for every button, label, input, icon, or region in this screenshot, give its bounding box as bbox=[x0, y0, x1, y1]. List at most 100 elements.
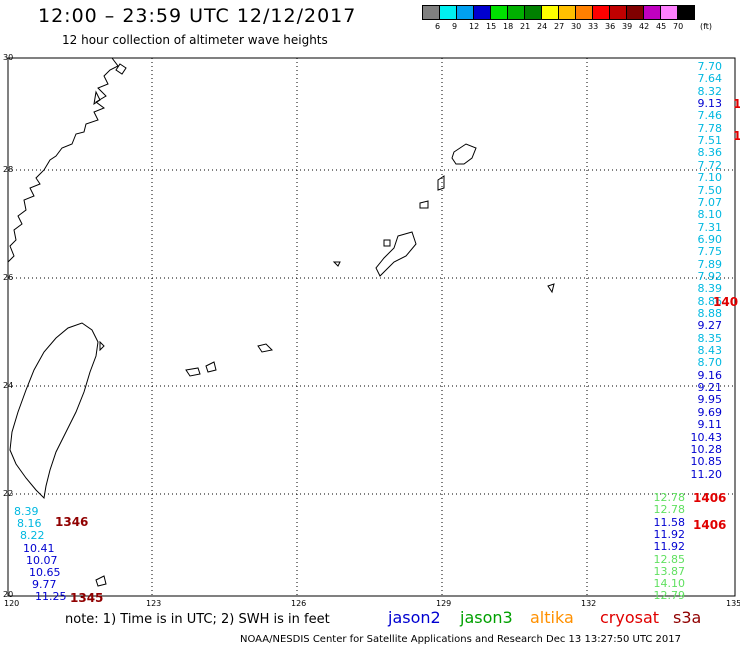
legend-label-18: 18 bbox=[503, 22, 514, 31]
legend-swatch-27 bbox=[558, 5, 575, 20]
legend-label-36: 36 bbox=[605, 22, 616, 31]
swh-value: 8.88 bbox=[697, 307, 723, 320]
swh-value: 12.78 bbox=[653, 503, 686, 517]
swh-value: 7.72 bbox=[697, 158, 723, 172]
lat-tick-30: 30 bbox=[3, 53, 14, 62]
legend-label-6: 6 bbox=[435, 22, 441, 31]
swh-value: 9.21 bbox=[697, 381, 723, 395]
pass-label-east-a: 1 bbox=[733, 97, 740, 111]
lat-tick-22: 22 bbox=[3, 489, 14, 498]
legend-label-9: 9 bbox=[452, 22, 458, 31]
swh-value: 8.39 bbox=[697, 282, 723, 296]
lat-tick-20: 20 bbox=[3, 590, 14, 599]
legend-swatch-36 bbox=[609, 5, 626, 20]
swh-value: 12.79 bbox=[653, 589, 686, 603]
swh-value: 11.92 bbox=[653, 540, 686, 554]
legend-label-30: 30 bbox=[571, 22, 582, 31]
lon-tick-129: 129 bbox=[436, 599, 452, 608]
legend-swatch-15 bbox=[490, 5, 507, 20]
swh-value: 11.20 bbox=[690, 467, 723, 481]
pass-label-east-d: 1406 bbox=[693, 491, 727, 505]
legend-swatch-33 bbox=[592, 5, 609, 20]
swh-value: 8.16 bbox=[17, 517, 42, 531]
swh-value: 7.07 bbox=[697, 195, 723, 209]
footer-credit: NOAA/NESDIS Center for Satellite Applica… bbox=[240, 634, 682, 645]
swh-value: 8.36 bbox=[697, 146, 723, 160]
legend-swatch-39 bbox=[626, 5, 643, 20]
pass-label-east-c: 140 bbox=[713, 295, 739, 309]
swh-value: 10.41 bbox=[23, 541, 55, 555]
swh-value: 10.07 bbox=[26, 553, 58, 567]
page-subtitle: 12 hour collection of altimeter wave hei… bbox=[62, 33, 328, 47]
swh-value: 11.25 bbox=[35, 590, 67, 604]
swh-value: 9.95 bbox=[697, 393, 723, 407]
swh-value: 8.43 bbox=[697, 344, 723, 358]
swh-value: 8.39 bbox=[14, 505, 39, 518]
swh-value: 7.64 bbox=[697, 72, 723, 86]
swh-value: 7.89 bbox=[697, 257, 723, 271]
lon-tick-120: 120 bbox=[4, 599, 20, 608]
legend-swatch-21 bbox=[524, 5, 541, 20]
legend-swatch-3 bbox=[422, 5, 439, 20]
lat-tick-28: 28 bbox=[3, 165, 14, 174]
pass-label-west-a: 1346 bbox=[55, 515, 89, 529]
lat-tick-24: 24 bbox=[3, 381, 14, 390]
legend-swatch-6 bbox=[439, 5, 456, 20]
swh-value: 8.10 bbox=[697, 208, 723, 222]
swh-value: 8.32 bbox=[697, 84, 723, 98]
swh-value: 7.50 bbox=[697, 183, 723, 197]
legend-label-70: 70 bbox=[673, 22, 684, 31]
swh-value: 8.86 bbox=[697, 294, 723, 308]
legend-label-39: 39 bbox=[622, 22, 633, 31]
legend-label-42: 42 bbox=[639, 22, 650, 31]
satellite-jason3: jason3 bbox=[460, 608, 513, 627]
lat-lon-grid bbox=[8, 58, 735, 596]
swh-value: 10.28 bbox=[690, 442, 723, 456]
swh-value: 10.85 bbox=[690, 455, 723, 469]
map-frame bbox=[7, 57, 736, 597]
swh-value: 11.92 bbox=[653, 527, 686, 541]
swh-value: 9.77 bbox=[32, 578, 57, 592]
footer-note: note: 1) Time is in UTC; 2) SWH is in fe… bbox=[65, 612, 330, 627]
swh-value: 8.70 bbox=[697, 356, 723, 370]
swh-value: 12.78 bbox=[653, 491, 686, 504]
swh-value: 7.78 bbox=[697, 121, 723, 135]
legend-label-45: 45 bbox=[656, 22, 667, 31]
swh-value: 9.11 bbox=[697, 418, 723, 432]
lon-tick-132: 132 bbox=[581, 599, 597, 608]
coastlines bbox=[7, 57, 555, 587]
swh-value: 10.43 bbox=[690, 430, 723, 444]
swh-value: 9.16 bbox=[697, 368, 723, 382]
legend-swatch-18 bbox=[507, 5, 524, 20]
swh-value: 9.69 bbox=[697, 405, 723, 419]
legend-swatch-30 bbox=[575, 5, 592, 20]
pass-label-west-b: 1345 bbox=[70, 591, 104, 605]
legend-swatch-70 bbox=[677, 5, 695, 20]
pass-label-east-e: 1406 bbox=[693, 518, 727, 532]
swh-value: 13.87 bbox=[653, 564, 686, 578]
satellite-s3a: s3a bbox=[673, 608, 702, 627]
lon-tick-123: 123 bbox=[146, 599, 162, 608]
lon-tick-135: 135 bbox=[726, 599, 740, 608]
satellite-altika: altika bbox=[530, 608, 574, 627]
legend-swatch-9 bbox=[456, 5, 473, 20]
swh-value: 7.70 bbox=[697, 60, 723, 73]
swh-value: 9.13 bbox=[697, 97, 723, 111]
legend-label-33: 33 bbox=[588, 22, 599, 31]
swh-value: 8.35 bbox=[697, 331, 723, 345]
lat-tick-26: 26 bbox=[3, 273, 14, 282]
swh-value: 7.92 bbox=[697, 269, 723, 283]
legend-label-15: 15 bbox=[486, 22, 497, 31]
swh-value: 7.31 bbox=[697, 220, 723, 234]
legend-unit: (ft) bbox=[700, 22, 713, 31]
satellite-jason2: jason2 bbox=[388, 608, 441, 627]
legend-label-21: 21 bbox=[520, 22, 531, 31]
swh-value: 14.10 bbox=[653, 577, 686, 591]
satellite-cryosat: cryosat bbox=[600, 608, 660, 627]
swh-value: 8.22 bbox=[20, 529, 45, 543]
swh-value: 7.75 bbox=[697, 245, 723, 259]
swh-value: 12.85 bbox=[653, 552, 686, 566]
lon-tick-126: 126 bbox=[291, 599, 307, 608]
swh-value: 9.27 bbox=[697, 319, 723, 333]
